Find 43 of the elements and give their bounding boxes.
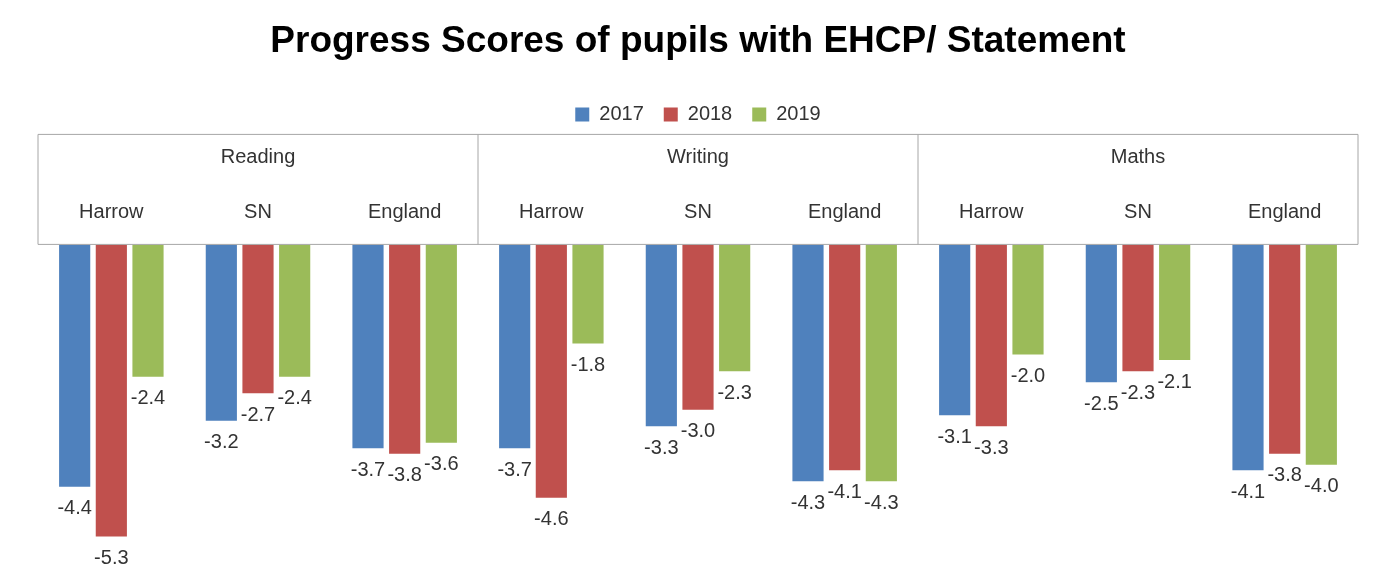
data-label: -4.0: [1304, 474, 1339, 497]
chart-title: Progress Scores of pupils with EHCP/ Statement: [270, 19, 1126, 61]
data-label: -4.1: [827, 479, 862, 502]
data-label: -3.2: [204, 430, 239, 453]
data-label: -2.4: [277, 386, 312, 409]
x-tick-label: England: [807, 199, 882, 222]
data-label: -2.5: [1084, 391, 1119, 414]
data-label: -3.3: [974, 435, 1009, 458]
data-label: -2.1: [1157, 369, 1192, 392]
x-tick-label: England: [367, 199, 442, 222]
x-tick-label: SN: [1124, 199, 1152, 222]
x-tick-label: Harrow: [79, 199, 145, 222]
x-tick-label: SN: [244, 199, 272, 222]
x-tick-label: SN: [684, 199, 712, 222]
x-tick-label: Harrow: [959, 199, 1025, 222]
data-label: -4.1: [1230, 479, 1266, 502]
text: Reading: [220, 144, 296, 167]
data-label: -3.8: [1267, 463, 1302, 486]
data-label: -3.0: [680, 419, 716, 442]
data-label: -3.7: [350, 457, 386, 480]
data-label: -3.3: [644, 435, 679, 458]
x-tick-label: England: [1247, 199, 1322, 222]
data-label: -4.3: [864, 490, 899, 513]
data-label: -2.7: [240, 402, 276, 425]
text: Writing: [667, 144, 729, 167]
legend-label: 2019: [776, 101, 821, 124]
data-label: -1.8: [570, 353, 606, 376]
data-label: -3.1: [937, 424, 972, 447]
data-label: -2.0: [1010, 364, 1046, 387]
data-label: -4.3: [790, 490, 826, 513]
data-label: -4.4: [57, 496, 92, 519]
legend-label: 2017: [599, 101, 644, 124]
data-label: -2.3: [717, 380, 752, 403]
text: Maths: [1110, 144, 1166, 167]
data-label: -4.6: [534, 507, 569, 530]
data-label: -5.3: [94, 545, 129, 568]
x-tick-label: Harrow: [519, 199, 585, 222]
data-label: -3.6: [424, 452, 459, 475]
data-label: -2.4: [130, 386, 166, 409]
data-label: -3.7: [497, 457, 532, 480]
legend-label: 2018: [687, 101, 733, 124]
data-label: -2.3: [1120, 380, 1156, 403]
data-label: -3.8: [387, 463, 422, 486]
